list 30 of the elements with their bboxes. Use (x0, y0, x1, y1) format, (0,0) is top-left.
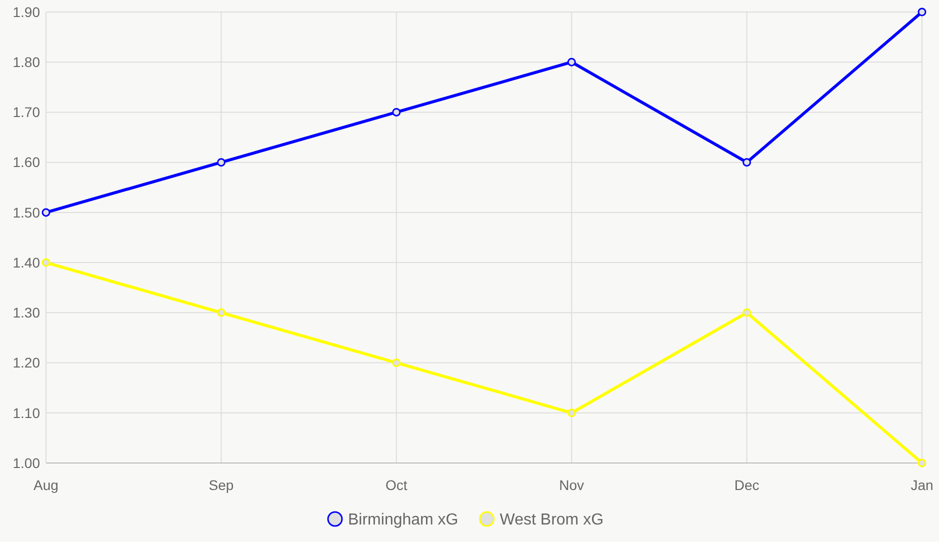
x-tick-label: Nov (559, 477, 584, 493)
x-tick-label: Aug (34, 477, 58, 493)
point (216, 158, 226, 167)
y-tick-label: 1.60 (12, 154, 40, 170)
y-tick-label: 1.40 (12, 254, 40, 270)
point (567, 408, 576, 418)
point (42, 258, 50, 267)
point (918, 8, 926, 16)
x-tick-label: Oct (386, 477, 408, 493)
point (567, 58, 576, 66)
point (42, 208, 50, 217)
y-tick-label: 1.80 (12, 54, 40, 70)
legend-label: West Brom xG (500, 512, 604, 529)
y-tick-label: 1.10 (12, 404, 40, 421)
legend-label: Birmingham xG (348, 512, 458, 529)
x-tick-label: Dec (734, 477, 760, 493)
x-tick-label: Jan (910, 477, 934, 493)
point (392, 358, 401, 368)
point (216, 308, 226, 317)
y-tick-label: 1.00 (12, 454, 40, 471)
y-tick-label: 1.30 (12, 304, 40, 321)
point (918, 458, 926, 468)
x-tick-label: Sep (208, 477, 234, 493)
point (742, 308, 752, 317)
y-tick-label: 1.50 (12, 204, 40, 220)
y-tick-label: 1.70 (12, 104, 40, 120)
point (742, 158, 752, 167)
point (392, 108, 401, 116)
y-tick-label: 1.20 (12, 354, 40, 371)
y-tick-label: 1.90 (12, 4, 40, 20)
